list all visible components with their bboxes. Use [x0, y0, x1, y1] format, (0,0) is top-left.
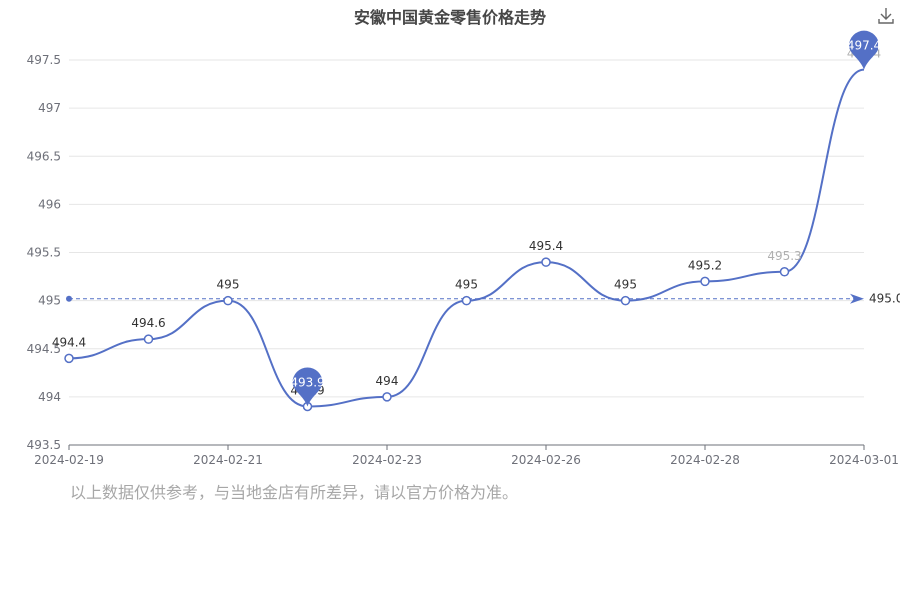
- data-point: [64, 353, 74, 364]
- y-tick-label: 496: [38, 197, 61, 211]
- y-tick-label: 493.5: [27, 438, 61, 452]
- min-pin-marker-shape: [292, 367, 323, 407]
- y-tick-label: 496.5: [27, 149, 61, 163]
- x-tick-label: 2024-02-23: [352, 453, 422, 467]
- min-pin-marker-label: 493.9: [290, 376, 324, 390]
- data-label: 495.4: [529, 239, 563, 253]
- data-label: 494: [376, 374, 399, 388]
- data-point: [143, 334, 154, 344]
- data-label: 495: [455, 278, 478, 292]
- x-tick-label: 2024-03-01: [829, 453, 899, 467]
- data-label: 494.4: [52, 335, 86, 349]
- data-point: [382, 392, 392, 402]
- x-tick-label: 2024-02-28: [670, 453, 740, 467]
- download-icon[interactable]: [876, 6, 896, 26]
- y-tick-label: 497: [38, 101, 61, 115]
- data-point: [223, 295, 233, 306]
- average-line-label: 495.02: [869, 292, 900, 306]
- average-line-arrow: [850, 293, 864, 304]
- x-tick-label: 2024-02-19: [34, 453, 104, 467]
- max-pin-marker-shape: [849, 30, 879, 70]
- average-line-start-dot: [66, 295, 72, 302]
- x-tick-label: 2024-02-21: [193, 453, 263, 467]
- data-point: [620, 295, 631, 306]
- y-tick-label: 494: [38, 390, 61, 404]
- data-point: [779, 267, 790, 277]
- data-point: [700, 276, 710, 287]
- y-tick-label: 497.5: [27, 53, 61, 67]
- chart-title: 安徽中国黄金零售价格走势: [353, 8, 546, 27]
- data-label: 495: [614, 278, 637, 292]
- data-point: [541, 257, 551, 267]
- x-tick-label: 2024-02-26: [511, 453, 581, 467]
- data-label: 495.2: [688, 258, 722, 272]
- series-line: [68, 68, 865, 408]
- min-pin-marker: 493.9: [290, 367, 325, 407]
- y-tick-label: 495.5: [27, 246, 61, 260]
- y-tick-label: 495: [38, 294, 61, 308]
- max-pin-marker-label: 497.4: [847, 39, 881, 53]
- data-label: 495.3: [767, 249, 801, 263]
- data-point: [461, 295, 472, 306]
- data-label: 495: [217, 278, 240, 292]
- disclaimer-text: 以上数据仅供参考，与当地金店有所差异，请以官方价格为准。: [70, 483, 519, 502]
- max-pin-marker: 497.4: [847, 30, 881, 70]
- y-tick-label: 494.5: [27, 342, 61, 356]
- data-label: 494.6: [131, 316, 165, 330]
